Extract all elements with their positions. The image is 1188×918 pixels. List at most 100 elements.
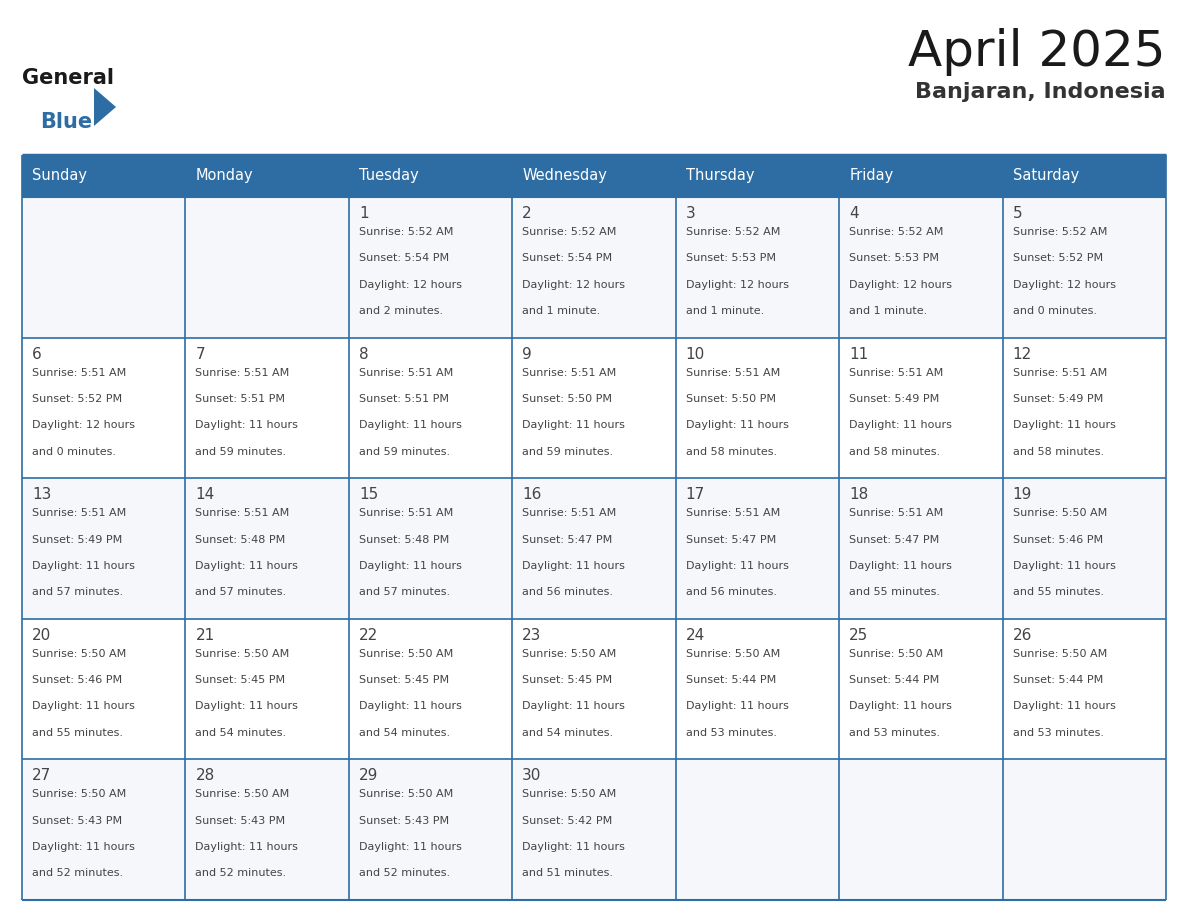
Bar	[512, 759, 676, 900]
Text: Sunrise: 5:51 AM: Sunrise: 5:51 AM	[196, 367, 290, 377]
Bar	[1003, 197, 1165, 338]
Text: Sunrise: 5:51 AM: Sunrise: 5:51 AM	[523, 367, 617, 377]
Bar	[349, 338, 512, 478]
Text: Sunset: 5:52 PM: Sunset: 5:52 PM	[1012, 253, 1102, 263]
Text: Sunset: 5:51 PM: Sunset: 5:51 PM	[359, 394, 449, 404]
Text: and 1 minute.: and 1 minute.	[849, 306, 928, 316]
Text: Banjaran, Indonesia: Banjaran, Indonesia	[916, 82, 1165, 102]
Text: Sunrise: 5:51 AM: Sunrise: 5:51 AM	[685, 509, 781, 518]
Text: Daylight: 11 hours: Daylight: 11 hours	[196, 842, 298, 852]
Bar	[676, 197, 839, 338]
Text: Daylight: 11 hours: Daylight: 11 hours	[1012, 420, 1116, 431]
Text: Sunrise: 5:50 AM: Sunrise: 5:50 AM	[523, 789, 617, 800]
Bar	[839, 197, 1003, 338]
Text: Sunrise: 5:52 AM: Sunrise: 5:52 AM	[523, 227, 617, 237]
Text: and 53 minutes.: and 53 minutes.	[849, 728, 940, 738]
Bar	[185, 759, 349, 900]
Text: Daylight: 11 hours: Daylight: 11 hours	[196, 561, 298, 571]
Text: Wednesday: Wednesday	[523, 169, 607, 184]
Text: Sunrise: 5:50 AM: Sunrise: 5:50 AM	[359, 649, 453, 659]
Text: 11: 11	[849, 347, 868, 362]
Text: 5: 5	[1012, 206, 1022, 221]
Bar	[839, 759, 1003, 900]
Text: 14: 14	[196, 487, 215, 502]
Text: and 55 minutes.: and 55 minutes.	[32, 728, 124, 738]
Text: Blue: Blue	[40, 112, 93, 132]
Text: Sunrise: 5:51 AM: Sunrise: 5:51 AM	[196, 509, 290, 518]
Text: and 55 minutes.: and 55 minutes.	[1012, 588, 1104, 598]
Bar	[185, 619, 349, 759]
Text: April 2025: April 2025	[909, 28, 1165, 76]
Text: Sunrise: 5:52 AM: Sunrise: 5:52 AM	[1012, 227, 1107, 237]
Text: Sunset: 5:45 PM: Sunset: 5:45 PM	[196, 675, 285, 685]
Text: 15: 15	[359, 487, 378, 502]
Text: Daylight: 11 hours: Daylight: 11 hours	[359, 561, 462, 571]
Text: 6: 6	[32, 347, 42, 362]
Text: 18: 18	[849, 487, 868, 502]
Text: Sunrise: 5:50 AM: Sunrise: 5:50 AM	[32, 789, 126, 800]
Text: Sunrise: 5:51 AM: Sunrise: 5:51 AM	[1012, 367, 1107, 377]
Bar	[23, 619, 185, 759]
Text: Daylight: 11 hours: Daylight: 11 hours	[523, 842, 625, 852]
Text: Daylight: 12 hours: Daylight: 12 hours	[685, 280, 789, 290]
Text: Sunrise: 5:50 AM: Sunrise: 5:50 AM	[1012, 649, 1107, 659]
Text: Friday: Friday	[849, 169, 893, 184]
Bar	[676, 759, 839, 900]
Bar	[349, 155, 512, 197]
Text: Daylight: 11 hours: Daylight: 11 hours	[359, 420, 462, 431]
Text: Daylight: 12 hours: Daylight: 12 hours	[523, 280, 625, 290]
Text: and 57 minutes.: and 57 minutes.	[196, 588, 286, 598]
Text: and 58 minutes.: and 58 minutes.	[1012, 446, 1104, 456]
Text: Sunset: 5:42 PM: Sunset: 5:42 PM	[523, 816, 613, 825]
Text: 2: 2	[523, 206, 532, 221]
Text: Sunset: 5:48 PM: Sunset: 5:48 PM	[196, 534, 285, 544]
Bar	[512, 478, 676, 619]
Text: Daylight: 11 hours: Daylight: 11 hours	[196, 420, 298, 431]
Bar	[349, 759, 512, 900]
Text: Daylight: 11 hours: Daylight: 11 hours	[523, 420, 625, 431]
Text: Daylight: 11 hours: Daylight: 11 hours	[359, 842, 462, 852]
Text: Sunset: 5:51 PM: Sunset: 5:51 PM	[196, 394, 285, 404]
Text: Daylight: 11 hours: Daylight: 11 hours	[1012, 561, 1116, 571]
Text: Daylight: 11 hours: Daylight: 11 hours	[685, 701, 789, 711]
Text: Daylight: 12 hours: Daylight: 12 hours	[32, 420, 135, 431]
Text: Sunset: 5:54 PM: Sunset: 5:54 PM	[359, 253, 449, 263]
Text: 26: 26	[1012, 628, 1032, 643]
Text: Daylight: 11 hours: Daylight: 11 hours	[849, 561, 952, 571]
Text: General: General	[23, 68, 114, 88]
Text: and 52 minutes.: and 52 minutes.	[32, 868, 124, 879]
Bar	[185, 338, 349, 478]
Bar	[839, 338, 1003, 478]
Bar	[185, 155, 349, 197]
Text: Sunset: 5:49 PM: Sunset: 5:49 PM	[1012, 394, 1102, 404]
Text: Daylight: 11 hours: Daylight: 11 hours	[849, 420, 952, 431]
Bar	[23, 759, 185, 900]
Text: 7: 7	[196, 347, 206, 362]
Text: Daylight: 11 hours: Daylight: 11 hours	[32, 561, 135, 571]
Text: Sunrise: 5:51 AM: Sunrise: 5:51 AM	[32, 509, 126, 518]
Text: Sunset: 5:46 PM: Sunset: 5:46 PM	[32, 675, 122, 685]
Text: 16: 16	[523, 487, 542, 502]
Bar	[512, 619, 676, 759]
Text: Daylight: 11 hours: Daylight: 11 hours	[849, 701, 952, 711]
Text: Sunrise: 5:50 AM: Sunrise: 5:50 AM	[196, 789, 290, 800]
Text: and 56 minutes.: and 56 minutes.	[685, 588, 777, 598]
Text: and 52 minutes.: and 52 minutes.	[359, 868, 450, 879]
Bar	[676, 619, 839, 759]
Text: and 54 minutes.: and 54 minutes.	[196, 728, 286, 738]
Bar	[1003, 759, 1165, 900]
Bar	[512, 155, 676, 197]
Text: 10: 10	[685, 347, 704, 362]
Text: Tuesday: Tuesday	[359, 169, 418, 184]
Text: and 55 minutes.: and 55 minutes.	[849, 588, 940, 598]
Text: Sunset: 5:53 PM: Sunset: 5:53 PM	[849, 253, 940, 263]
Text: Sunset: 5:49 PM: Sunset: 5:49 PM	[849, 394, 940, 404]
Text: Sunset: 5:45 PM: Sunset: 5:45 PM	[523, 675, 612, 685]
Text: and 59 minutes.: and 59 minutes.	[523, 446, 613, 456]
Bar	[1003, 619, 1165, 759]
Text: Sunrise: 5:50 AM: Sunrise: 5:50 AM	[1012, 509, 1107, 518]
Text: Sunset: 5:44 PM: Sunset: 5:44 PM	[685, 675, 776, 685]
Text: Sunrise: 5:51 AM: Sunrise: 5:51 AM	[359, 509, 453, 518]
Text: Sunrise: 5:52 AM: Sunrise: 5:52 AM	[685, 227, 781, 237]
Text: Sunset: 5:43 PM: Sunset: 5:43 PM	[359, 816, 449, 825]
